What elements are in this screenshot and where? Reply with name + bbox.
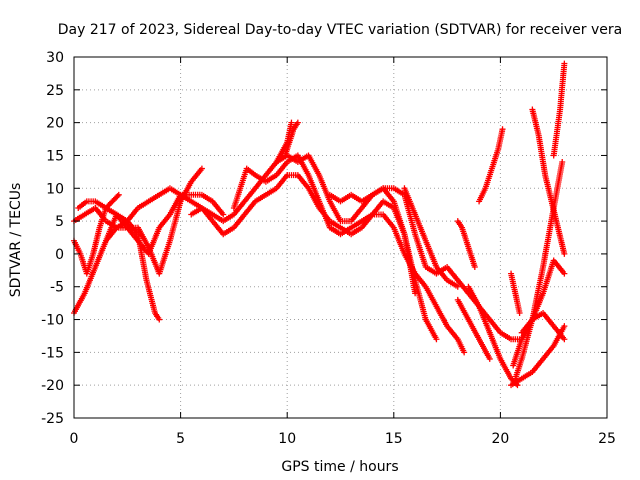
y-tick-label: -15 <box>41 345 64 361</box>
x-axis-label: GPS time / hours <box>281 459 398 475</box>
data-series-track-15 <box>476 126 506 205</box>
data-series-track-5 <box>102 185 227 244</box>
track-markers <box>455 298 492 361</box>
data-series-track-3 <box>71 165 205 277</box>
chart-title: Day 217 of 2023, Sidereal Day-to-day VTE… <box>58 22 622 38</box>
track-markers <box>477 128 506 203</box>
track-markers <box>72 167 204 275</box>
track-markers <box>455 219 478 269</box>
x-tick-label: 15 <box>385 431 403 447</box>
data-series-track-11 <box>401 185 461 290</box>
x-tick-label: 0 <box>70 431 79 447</box>
data-series-track-21 <box>550 60 568 159</box>
data-series-track-16 <box>508 323 568 389</box>
data-layer <box>71 60 568 389</box>
data-series-track-22 <box>508 270 523 316</box>
y-tick-label: -5 <box>50 280 64 296</box>
track-markers <box>282 121 300 157</box>
data-series-track-14 <box>454 296 493 362</box>
y-axis-label: SDTVAR / TECUs <box>8 183 24 298</box>
data-series-track-23 <box>282 119 301 159</box>
track-markers <box>104 186 225 243</box>
y-tick-label: 25 <box>46 83 64 99</box>
y-tick-label: 20 <box>46 116 64 132</box>
track-markers <box>529 108 567 255</box>
x-tick-label: 20 <box>491 431 509 447</box>
data-series-track-12 <box>465 283 521 389</box>
track-markers <box>508 272 523 314</box>
data-series-track-10 <box>326 185 525 343</box>
y-tick-label: 10 <box>46 181 64 197</box>
x-tick-label: 10 <box>278 431 296 447</box>
y-tick-label: 5 <box>55 214 64 230</box>
track-markers <box>328 185 523 343</box>
track-markers <box>402 187 459 289</box>
track-markers <box>77 198 162 321</box>
tick-layer: 0 5 10 15 20 25 -25 -20 -15 -10 -5 0 5 10 15 20 25 30 <box>41 50 616 447</box>
track-markers <box>520 311 566 341</box>
x-tick-label: 25 <box>598 431 616 447</box>
y-tick-label: 30 <box>46 50 64 66</box>
data-series-track-20 <box>529 106 568 257</box>
y-tick-label: 0 <box>55 247 64 263</box>
y-tick-label: -20 <box>41 378 64 394</box>
track-markers <box>231 153 467 354</box>
plot-frame <box>73 56 608 419</box>
data-series-track-7 <box>230 152 468 356</box>
track-markers <box>286 172 439 341</box>
data-series-track-13 <box>454 218 478 271</box>
track-markers <box>551 62 568 157</box>
data-series-track-9 <box>284 172 440 343</box>
y-tick-label: 15 <box>46 148 64 164</box>
track-markers <box>466 285 520 387</box>
x-tick-label: 5 <box>176 431 185 447</box>
track-markers <box>190 173 289 237</box>
y-tick-label: -10 <box>41 313 64 329</box>
y-tick-label: -25 <box>41 411 64 427</box>
